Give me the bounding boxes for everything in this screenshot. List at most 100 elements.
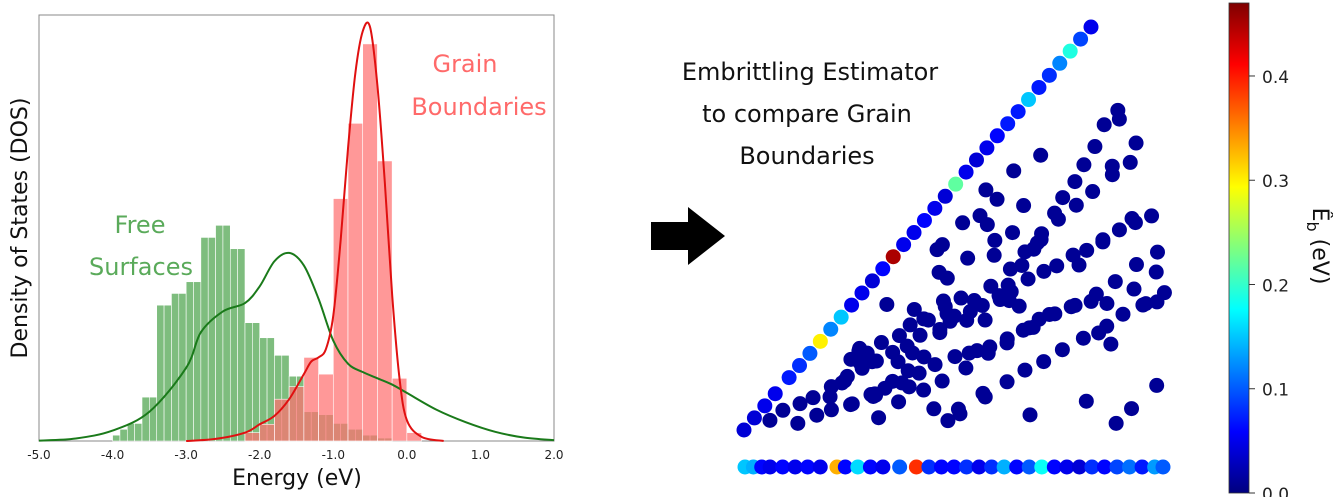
free-surfaces-label-line-2: Surfaces bbox=[89, 253, 193, 281]
scatter-interior-point bbox=[1000, 277, 1016, 293]
scatter-diagonal-point bbox=[1041, 67, 1057, 83]
scatter-bottom-row-point bbox=[933, 459, 949, 475]
free-surfaces-bar bbox=[134, 423, 143, 442]
scatter-diagonal-point bbox=[757, 398, 773, 414]
scatter-interior-point bbox=[867, 386, 883, 402]
scatter-interior-point bbox=[934, 237, 950, 253]
histogram-x-tick-label: 0.0 bbox=[397, 448, 416, 462]
scatter-interior-point bbox=[1115, 306, 1131, 322]
scatter-diagonal-point bbox=[746, 410, 762, 426]
free-surfaces-bar bbox=[200, 237, 209, 442]
colorbar-tick-label: 0.3 bbox=[1262, 172, 1289, 192]
scatter-bottom-row-point bbox=[1134, 459, 1150, 475]
scatter-interior-point bbox=[932, 321, 948, 337]
free-surfaces-bar bbox=[193, 281, 202, 442]
scatter-interior-point bbox=[983, 278, 999, 294]
scatter-interior-point bbox=[885, 373, 901, 389]
scatter-diagonal-point bbox=[1021, 92, 1037, 108]
histogram-x-axis-label: Energy (eV) bbox=[232, 466, 362, 491]
grain-boundaries-label-line-2: Boundaries bbox=[411, 93, 546, 121]
scatter-interior-point bbox=[902, 317, 918, 333]
scatter-interior-point bbox=[1144, 208, 1160, 224]
scatter-interior-point bbox=[901, 379, 917, 395]
free-surfaces-bar bbox=[229, 248, 238, 442]
scatter-interior-point bbox=[879, 296, 895, 312]
scatter-interior-point bbox=[1068, 197, 1084, 213]
scatter-interior-point bbox=[1005, 225, 1021, 241]
scatter-interior-point bbox=[1095, 232, 1111, 248]
scatter-diagonal-point bbox=[937, 188, 953, 204]
scatter-diagonal-point bbox=[948, 176, 964, 192]
grain-boundaries-bar bbox=[377, 160, 393, 442]
histogram-x-tick-label: -2.0 bbox=[248, 448, 271, 462]
scatter-bottom-row-point bbox=[1021, 459, 1037, 475]
scatter-interior-point bbox=[931, 264, 947, 280]
scatter-bottom-row-point bbox=[1096, 459, 1112, 475]
free-surfaces-bar bbox=[149, 396, 158, 442]
free-surfaces-bar bbox=[215, 225, 224, 442]
scatter-bottom-row-point bbox=[775, 459, 791, 475]
grain-boundaries-bars bbox=[244, 43, 422, 442]
scatter-bottom-row-point bbox=[908, 459, 924, 475]
scatter-interior-point bbox=[891, 328, 907, 344]
scatter-interior-point bbox=[986, 247, 1002, 263]
scatter-interior-point bbox=[1016, 198, 1032, 214]
scatter-interior-point bbox=[1085, 184, 1101, 200]
scatter-interior-point bbox=[1001, 293, 1017, 309]
scatter-bottom-row-point bbox=[762, 459, 778, 475]
scatter-interior-point bbox=[891, 394, 907, 410]
histogram-x-tick-label: -1.0 bbox=[322, 448, 345, 462]
scatter-interior-point bbox=[1149, 377, 1165, 393]
scatter-interior-point bbox=[823, 402, 839, 418]
scatter-interior-point bbox=[977, 312, 993, 328]
scatter-interior-point bbox=[1103, 336, 1119, 352]
scatter-interior-point bbox=[905, 345, 921, 361]
free-surfaces-bar bbox=[141, 396, 150, 442]
scatter-bottom-row-point bbox=[787, 459, 803, 475]
free-surfaces-label: Free Surfaces bbox=[89, 211, 193, 281]
scatter-diagonal-point bbox=[823, 321, 839, 337]
colorbar-tick-label: 0.2 bbox=[1262, 276, 1289, 296]
scatter-interior-point bbox=[1041, 306, 1057, 322]
scatter-interior-point bbox=[839, 368, 855, 384]
scatter-interior-point bbox=[900, 363, 916, 379]
scatter-bottom-row-point bbox=[892, 459, 908, 475]
grain-boundaries-label: Grain Boundaries bbox=[411, 50, 546, 121]
grain-boundaries-bar bbox=[362, 43, 378, 442]
scatter-interior-point bbox=[1020, 271, 1036, 287]
scatter-diagonal-point bbox=[968, 152, 984, 168]
scatter-interior-point bbox=[927, 357, 943, 373]
scatter-interior-point bbox=[1148, 264, 1164, 280]
dos-histogram-chart: -5.0 -4.0 -3.0 -2.0 -1.0 0.0 1.0 2.0 Energy (eV… bbox=[8, 14, 564, 491]
scatter-bottom-row-point bbox=[1084, 459, 1100, 475]
scatter-diagonal-point bbox=[1083, 19, 1099, 35]
colorbar-tick-label: 0.4 bbox=[1262, 68, 1289, 88]
scatter-interior-point bbox=[953, 290, 969, 306]
scatter-interior-point bbox=[1033, 147, 1049, 163]
free-surfaces-bar bbox=[207, 237, 216, 442]
scatter-bottom-row-point bbox=[996, 459, 1012, 475]
scatter-bottom-row-point bbox=[971, 459, 987, 475]
scatter-interior-point bbox=[1135, 297, 1151, 313]
scatter-diagonal-point bbox=[1062, 43, 1078, 59]
scatter-points bbox=[736, 19, 1172, 475]
scatter-bottom-row-point bbox=[1109, 459, 1125, 475]
colorbar-tick-label: 0.1 bbox=[1262, 381, 1289, 401]
scatter-diagonal-point bbox=[767, 386, 783, 402]
scatter-interior-point bbox=[979, 217, 995, 233]
scatter-interior-point bbox=[1029, 235, 1045, 251]
scatter-interior-point bbox=[852, 355, 868, 371]
scatter-interior-point bbox=[1088, 286, 1104, 302]
free-surfaces-bar bbox=[252, 322, 261, 442]
scatter-diagonal-point bbox=[736, 422, 752, 438]
scatter-diagonal-point bbox=[1052, 55, 1068, 71]
scatter-interior-point bbox=[1021, 320, 1037, 336]
scatter-bottom-row-point bbox=[1046, 459, 1062, 475]
scatter-interior-point bbox=[1079, 242, 1095, 258]
free-surfaces-bar bbox=[163, 304, 172, 442]
scatter-interior-point bbox=[947, 349, 963, 365]
scatter-diagonal-point bbox=[1073, 31, 1089, 47]
free-surfaces-label-line-1: Free bbox=[115, 211, 166, 239]
scatter-interior-point bbox=[912, 327, 928, 343]
